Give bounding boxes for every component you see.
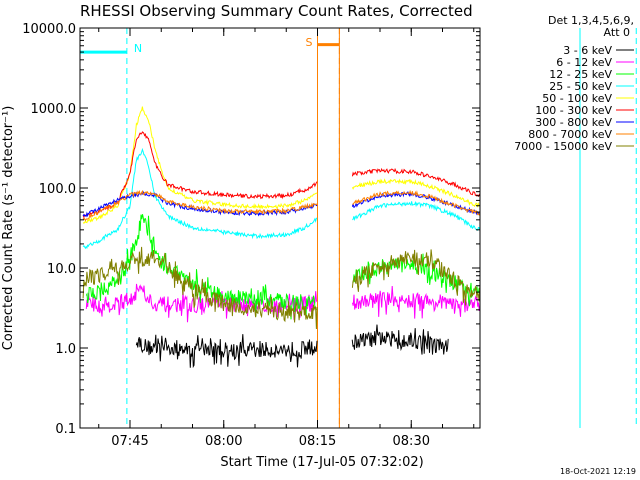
series-line-5 <box>82 131 480 219</box>
timestamp: 18-Oct-2021 12:19 <box>560 467 636 476</box>
chart-title: RHESSI Observing Summary Count Rates, Co… <box>80 2 473 20</box>
y-tick-label-5: 10000.0 <box>22 22 76 37</box>
legend-title-line-1: Det 1,3,4,5,6,9, <box>548 14 634 27</box>
series-line-8 <box>82 246 480 330</box>
series-line-7 <box>82 189 480 222</box>
y-tick-label-1: 1.0 <box>55 342 76 357</box>
legend-label-8: 7000 - 15000 keV <box>514 140 612 153</box>
night-label: N <box>134 42 142 55</box>
x-tick-label-3: 08:30 <box>393 434 430 449</box>
orbit-markers <box>80 28 637 428</box>
y-tick-label-0: 0.1 <box>55 422 76 437</box>
y-tick-label-2: 10.0 <box>47 262 76 277</box>
y-axis: 0.1 1.0 10.0 100.0 1000.0 10000.0 <box>22 22 480 437</box>
legend-label-5: 100 - 300 keV <box>535 104 612 117</box>
legend-label-4: 50 - 100 keV <box>542 92 612 105</box>
plot-area: N S <box>80 28 637 428</box>
y-axis-label: Corrected Count Rate (s⁻¹ detector⁻¹) <box>1 106 16 351</box>
y-tick-label-4: 1000.0 <box>31 102 77 117</box>
x-axis: 07:45 08:00 08:15 08:30 <box>98 28 475 449</box>
x-tick-label-2: 08:15 <box>299 434 336 449</box>
legend-label-2: 12 - 25 keV <box>549 68 612 81</box>
series-line-3 <box>82 147 480 250</box>
legend-label-7: 800 - 7000 keV <box>528 128 612 141</box>
legend-label-1: 6 - 12 keV <box>556 56 612 69</box>
series-line-0 <box>135 324 449 369</box>
y-tick-label-3: 100.0 <box>39 182 76 197</box>
legend-title-line-2: Att 0 <box>604 26 630 39</box>
x-tick-label-0: 07:45 <box>111 434 148 449</box>
legend-label-6: 300 - 800 keV <box>535 116 612 129</box>
x-tick-label-1: 08:00 <box>205 434 242 449</box>
plot-frame <box>79 27 481 429</box>
legend-label-3: 25 - 50 keV <box>549 80 612 93</box>
saa-label: S <box>306 36 313 49</box>
series-layer <box>82 106 480 369</box>
x-axis-label: Start Time (17-Jul-05 07:32:02) <box>220 455 423 470</box>
legend-label-0: 3 - 6 keV <box>563 44 612 57</box>
annotation-labels: N S <box>134 36 313 55</box>
series-line-4 <box>82 106 480 224</box>
